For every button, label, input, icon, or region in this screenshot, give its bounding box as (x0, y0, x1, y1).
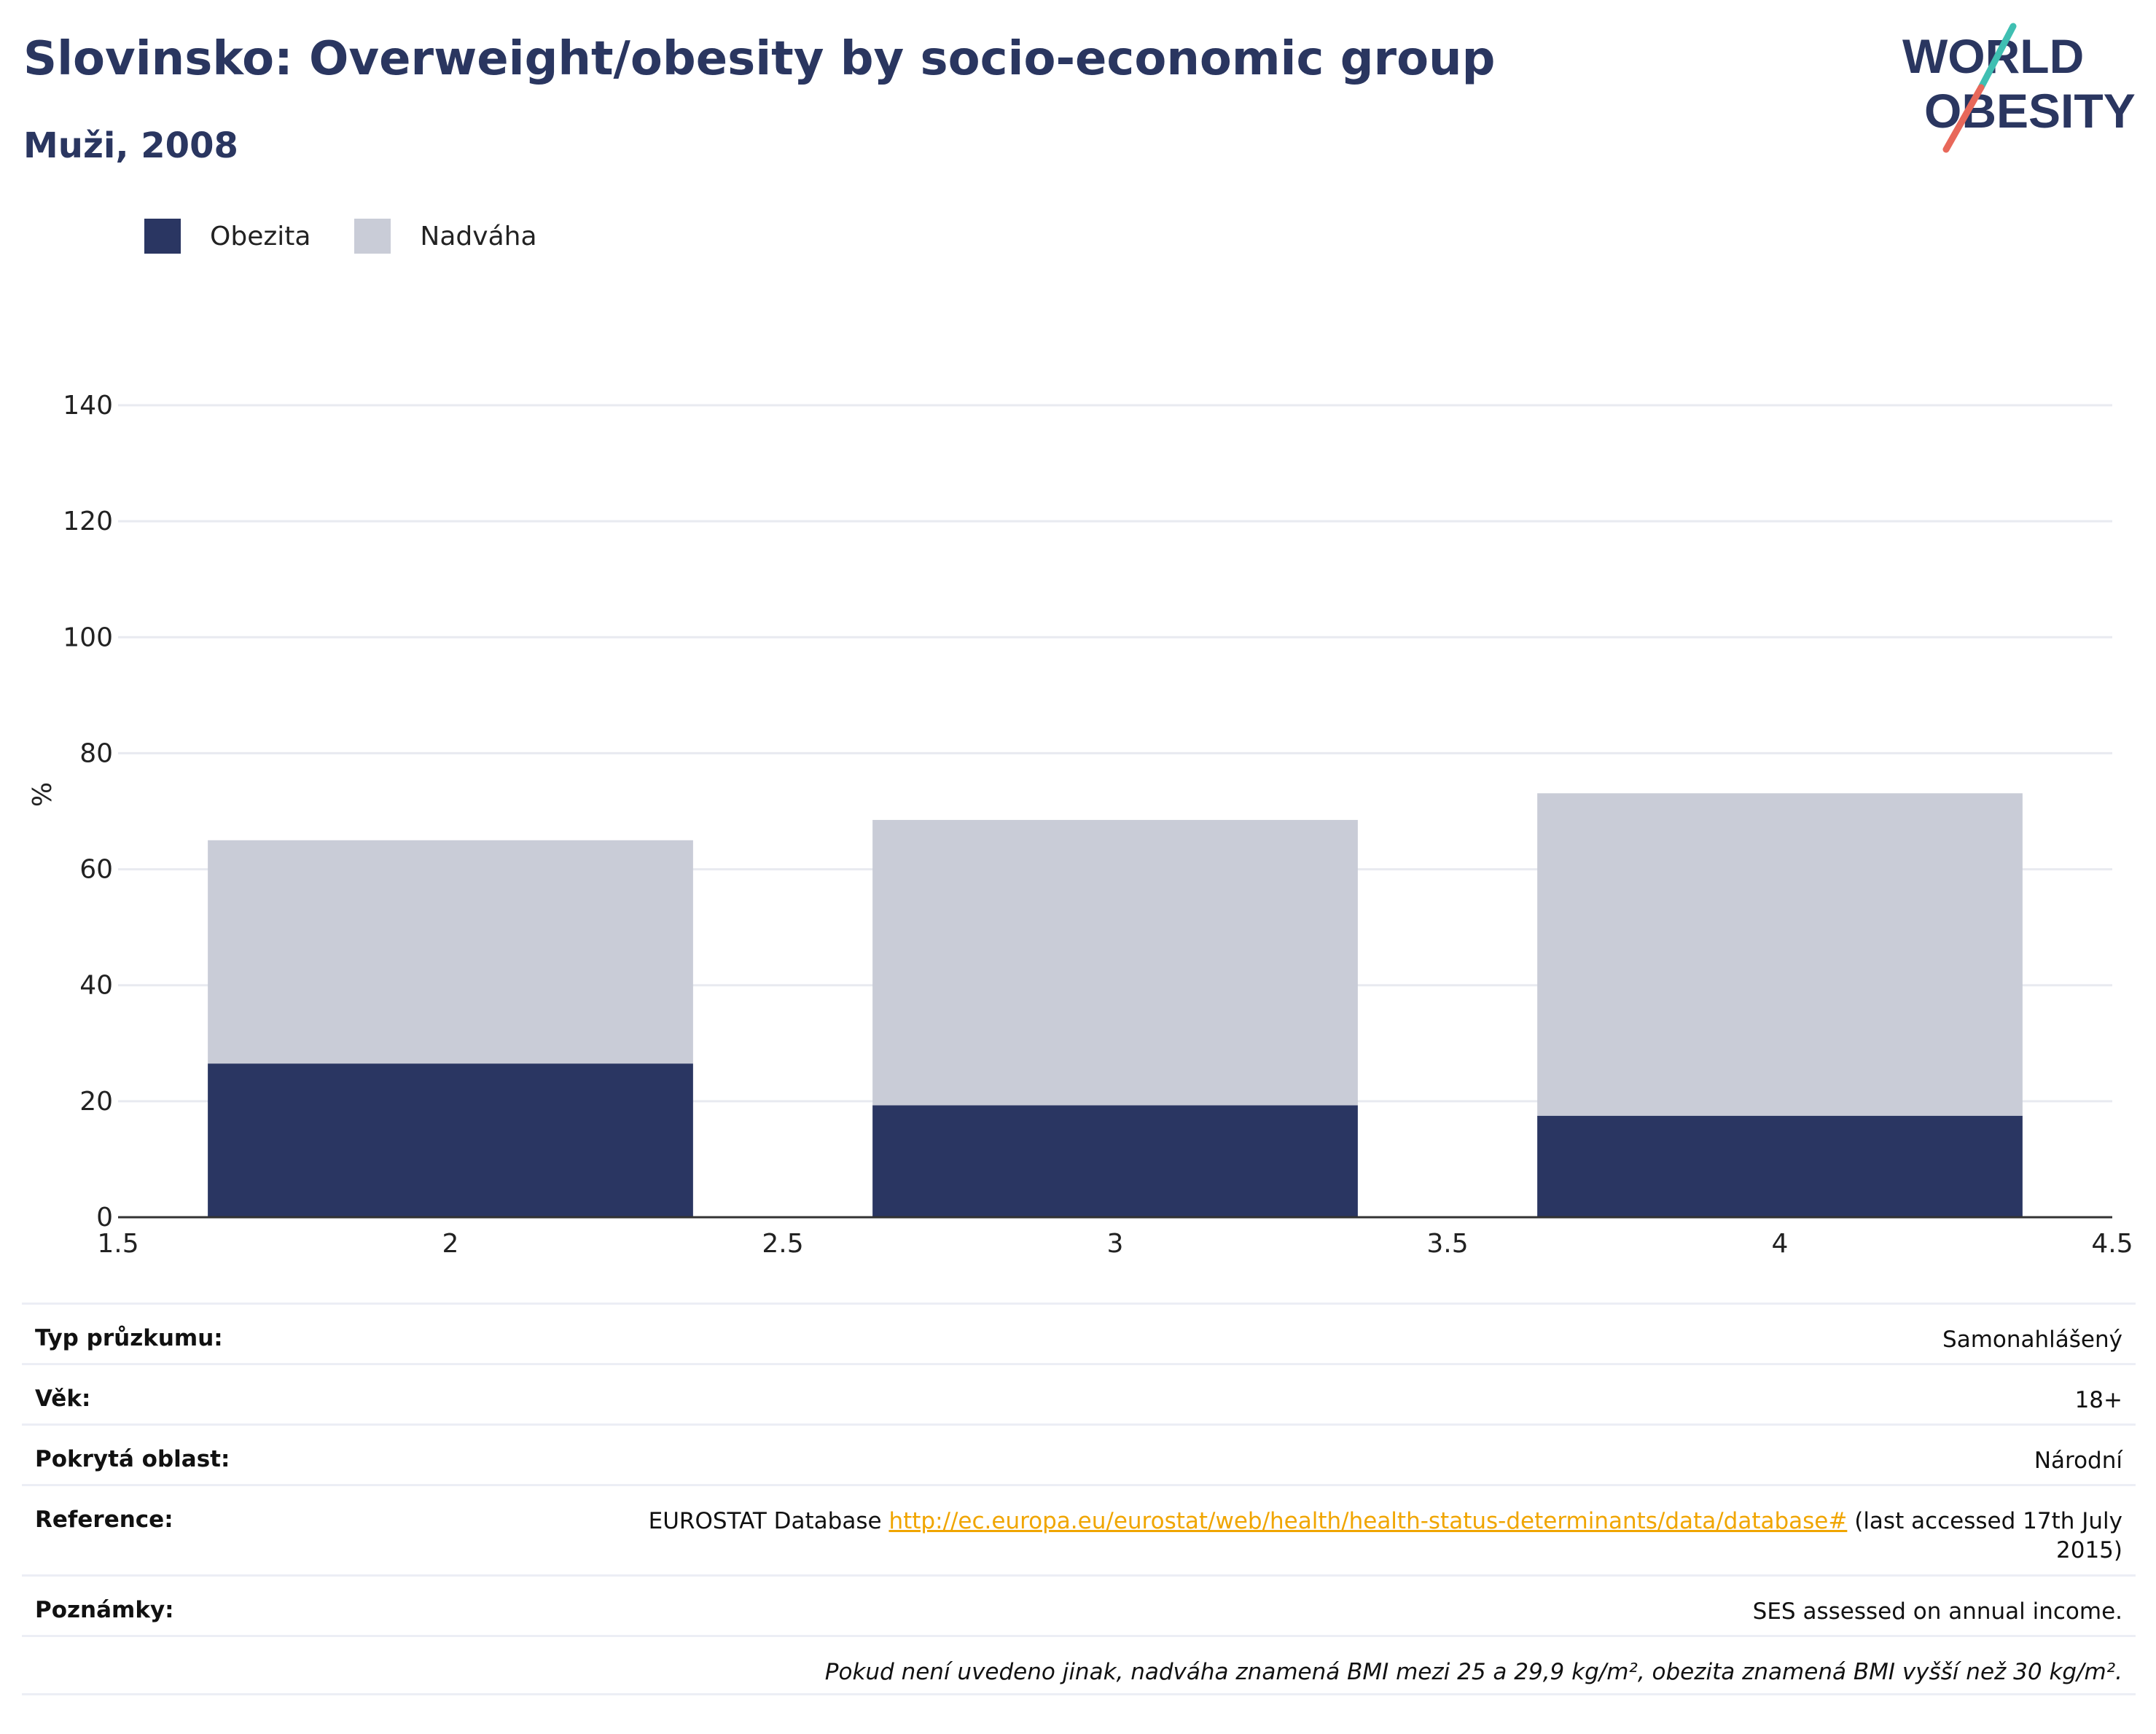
bar-nadv-ha (872, 819, 1358, 1106)
logo-accent-red (1942, 84, 1985, 153)
y-tick-label: 100 (63, 622, 113, 652)
meta-label-notes: Poznámky: (35, 1597, 174, 1623)
meta-row-notes: Poznámky: SES assessed on annual income. (22, 1574, 2136, 1635)
bar-nadv-ha (208, 840, 693, 1064)
legend-label-nadvaha: Nadváha (420, 221, 537, 251)
bar-chart: 0 20 40 60 80 100 120 140 1.5 2 2.5 3 3.5 4 4.5 % (28, 391, 2133, 1259)
x-tick-label: 3.5 (1426, 1229, 1468, 1259)
meta-label-reference: Reference: (35, 1507, 173, 1533)
meta-value-reference: EUROSTAT Database http://ec.europa.eu/eu… (592, 1486, 2122, 1565)
meta-row-definition: Pokud není uvedeno jinak, nadváha znamen… (22, 1635, 2136, 1695)
reference-accessed: (last accessed 17th July 2015) (1854, 1508, 2122, 1563)
meta-value-age: 18+ (2074, 1387, 2122, 1413)
legend-item-obezita[interactable]: Obezita (144, 219, 310, 254)
reference-source: EUROSTAT Database (648, 1508, 882, 1534)
x-tick-label: 1.5 (97, 1229, 138, 1259)
chart-axes: 0 20 40 60 80 100 120 140 1.5 2 2.5 3 3.5 4 4.5 (63, 391, 2133, 1259)
meta-value-notes: SES assessed on annual income. (1752, 1598, 2122, 1625)
meta-row-area: Pokrytá oblast: Národní (22, 1423, 2136, 1484)
bar-obezita (872, 1105, 1358, 1217)
meta-label-area: Pokrytá oblast: (35, 1446, 230, 1472)
legend-swatch-obezita (144, 219, 181, 254)
chart-bars (208, 793, 2023, 1217)
y-tick-label: 60 (79, 855, 113, 885)
meta-row-reference: Reference: EUROSTAT Database http://ec.e… (22, 1484, 2136, 1574)
world-obesity-logo: WORLD OBESITY (1902, 23, 2136, 153)
x-tick-label: 4 (1772, 1229, 1789, 1259)
x-tick-label: 4.5 (2091, 1229, 2133, 1259)
y-axis-label: % (28, 782, 58, 807)
y-tick-label: 120 (63, 507, 113, 536)
x-tick-label: 2.5 (762, 1229, 803, 1259)
x-tick-label: 2 (442, 1229, 459, 1259)
reference-link[interactable]: http://ec.europa.eu/eurostat/web/health/… (888, 1508, 1848, 1534)
y-tick-label: 80 (79, 738, 113, 768)
chart-subtitle: Muži, 2008 (23, 125, 238, 166)
bar-nadv-ha (1537, 793, 2023, 1116)
metadata-table: Typ průzkumu: Samonahlášený Věk: 18+ Pok… (22, 1303, 2136, 1695)
logo-text-world: WORLD (1902, 29, 2084, 83)
y-tick-label: 40 (79, 971, 113, 1001)
x-tick-label: 3 (1107, 1229, 1124, 1259)
meta-label-age: Věk: (35, 1386, 91, 1412)
y-tick-label: 0 (96, 1203, 113, 1233)
legend-label-obezita: Obezita (210, 221, 311, 251)
y-tick-label: 140 (63, 391, 113, 421)
meta-value-survey-type: Samonahlášený (1942, 1327, 2122, 1353)
logo-accent-teal (1977, 23, 2017, 91)
bar-obezita (208, 1063, 693, 1217)
chart-title: Slovinsko: Overweight/obesity by socio-e… (23, 32, 1496, 86)
legend-item-nadvaha[interactable]: Nadváha (354, 219, 537, 254)
meta-label-survey-type: Typ průzkumu: (35, 1325, 223, 1351)
meta-value-area: Národní (2034, 1448, 2122, 1474)
chart-legend: Obezita Nadváha (144, 216, 581, 257)
meta-row-survey-type: Typ průzkumu: Samonahlášený (22, 1303, 2136, 1363)
legend-swatch-nadvaha (354, 219, 391, 254)
meta-row-age: Věk: 18+ (22, 1363, 2136, 1423)
definition-note: Pokud není uvedeno jinak, nadváha znamen… (824, 1659, 2122, 1685)
y-tick-label: 20 (79, 1087, 113, 1117)
bar-obezita (1537, 1115, 2023, 1217)
